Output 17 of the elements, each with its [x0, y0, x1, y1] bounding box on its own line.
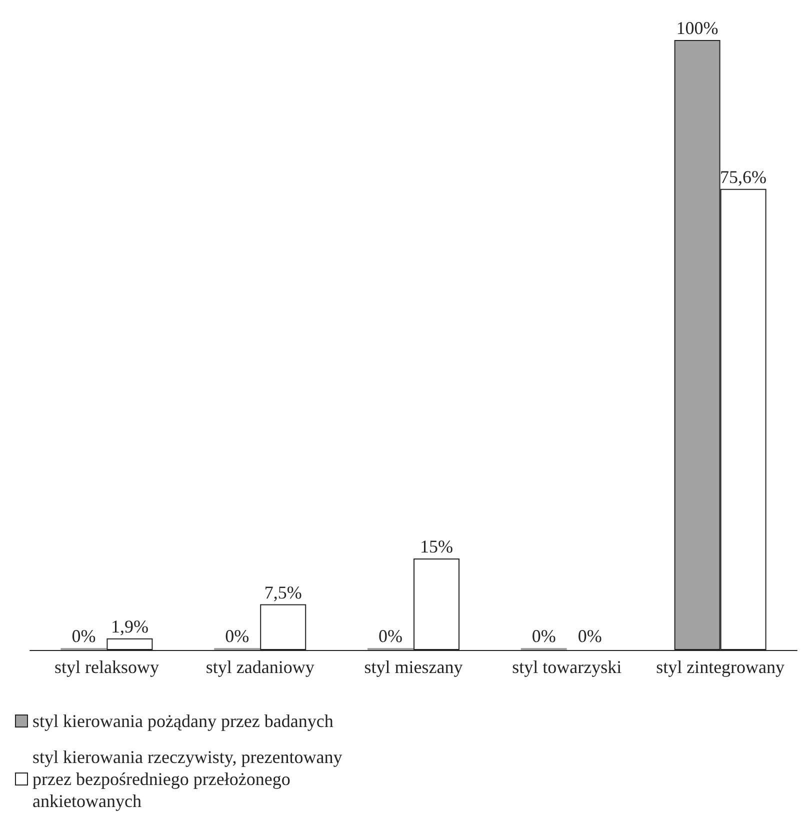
data-label: 75,6%	[720, 166, 767, 187]
data-label: 15%	[420, 536, 453, 556]
data-label: 1,9%	[110, 616, 148, 636]
data-label: 7,5%	[264, 582, 302, 602]
legend-label: styl kierowania rzeczywisty, prezentowany przez bezpośredniego przełożonego ankietowanych	[32, 747, 347, 811]
x-tick-label: styl zadaniowy	[206, 657, 314, 677]
data-label: 100%	[676, 18, 718, 38]
x-tick-label: styl relaksowy	[54, 657, 159, 677]
x-tick-label: styl mieszany	[364, 657, 463, 677]
x-tick-label: styl zintegrowany	[656, 657, 785, 677]
data-label: 0%	[225, 626, 250, 646]
data-label: 0%	[532, 626, 556, 646]
data-label: 0%	[578, 626, 602, 646]
legend-label: styl kierowania pożądany przez badanych	[32, 711, 334, 731]
x-tick-label: styl towarzyski	[512, 657, 622, 677]
data-label: 0%	[378, 626, 402, 646]
data-label: 0%	[72, 626, 96, 646]
